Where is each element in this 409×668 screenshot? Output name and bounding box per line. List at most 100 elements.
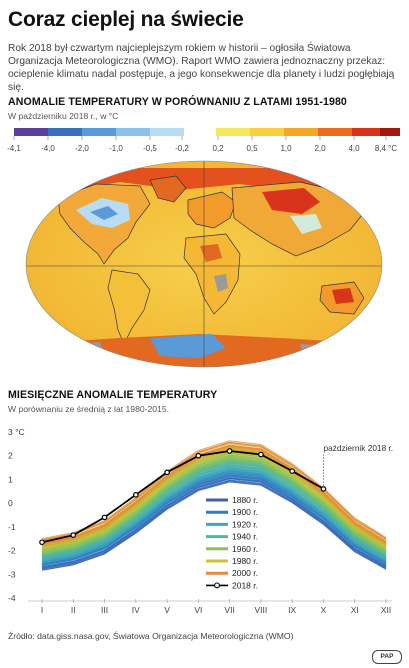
scale-label: -1,0 (109, 144, 123, 153)
annual-line (41, 445, 387, 545)
scale-label: -0,5 (143, 144, 157, 153)
legend-label: 1920 r. (232, 519, 258, 529)
y-tick-label: -2 (8, 546, 16, 556)
map-cold-canada-core (90, 206, 118, 220)
map-hot-australia (332, 288, 354, 304)
map-subtitle: W październiku 2018 r., w °C (8, 111, 119, 121)
scale-label: 4,0 (348, 144, 360, 153)
temperature-color-scale: -4,1 -4,0 -2,0 -1,0 -0,5 -0,2 0,2 0,5 1,0 2,0 4,0 8… (7, 128, 400, 153)
map-heading: ANOMALIE TEMPERATURY W PORÓWNANIU Z LATA… (8, 96, 347, 108)
y-tick-label: -1 (8, 522, 16, 532)
map-hot-africa (200, 244, 222, 262)
y-tick-label: 3 °C (8, 427, 25, 437)
legend-marker (214, 582, 220, 589)
annual-line (41, 479, 387, 570)
series-2018-point (39, 539, 45, 546)
x-tick-label: IX (288, 605, 296, 615)
scale-label: -2,0 (75, 144, 89, 153)
annual-line (41, 467, 387, 561)
annual-line (41, 474, 387, 566)
x-tick-label: XII (381, 605, 391, 615)
x-tick-label: XI (351, 605, 359, 615)
annual-line (41, 461, 387, 557)
page-title: Coraz cieplej na świecie (8, 8, 244, 31)
series-2018-point (258, 451, 264, 458)
scale-label: -4,1 (7, 144, 21, 153)
series-2018-point (101, 514, 108, 521)
series-2018-point (289, 468, 295, 474)
x-tick-label: II (71, 605, 76, 615)
x-tick-label: VI (194, 605, 202, 615)
source-note: Źródło: data.giss.nasa.gov, Światowa Org… (8, 631, 294, 641)
series-2018-line (41, 450, 324, 544)
annual-line (41, 440, 387, 540)
y-tick-label: 2 (8, 451, 13, 461)
map-missing-antarctica-east (300, 344, 360, 362)
map-land-south-america (107, 269, 151, 345)
scale-label: 0,5 (246, 144, 258, 153)
legend-label: 1940 r. (232, 532, 258, 542)
scale-label: 2,0 (314, 144, 326, 153)
scale-swatch-warm (318, 128, 352, 136)
map-outline (25, 160, 383, 368)
annual-line (41, 453, 387, 551)
scale-label: -0,2 (175, 144, 189, 153)
annotation-label: październik 2018 r. (323, 443, 393, 453)
annual-line (41, 451, 387, 550)
series-2018-point (226, 448, 233, 454)
scale-swatch-cold (116, 128, 150, 136)
annual-line (41, 464, 387, 559)
annual-line (41, 473, 387, 566)
scale-swatch-warm (352, 128, 386, 136)
legend-label: 2000 r. (232, 568, 258, 578)
map-land-europe (187, 191, 237, 229)
series-2018-point (195, 452, 202, 459)
annual-line (41, 455, 387, 552)
x-tick-label: VII (224, 605, 234, 615)
legend-label: 1880 r. (232, 495, 258, 505)
map-hot-siberia (262, 188, 320, 214)
annual-lines (41, 440, 387, 571)
legend-label: 1900 r. (232, 507, 258, 517)
scale-label: 0,2 (212, 144, 224, 153)
scale-swatch-cold (14, 128, 48, 136)
x-tick-label: X (321, 605, 327, 615)
lead-paragraph: Rok 2018 był czwartym najcieplejszym rok… (8, 43, 395, 93)
scale-swatch-warm (250, 128, 284, 136)
x-tick-label: V (164, 605, 170, 615)
annual-line (41, 456, 387, 553)
series-2018-point (320, 486, 327, 492)
annual-line (41, 458, 387, 554)
chart-heading: MIESIĘCZNE ANOMALIE TEMPERATURY (8, 389, 218, 401)
scale-swatch-cold (48, 128, 82, 136)
series-2018-point (164, 469, 170, 476)
map-missing-africa (214, 274, 228, 292)
pap-logo: PAP (372, 650, 402, 664)
legend-label: 1980 r. (232, 556, 258, 566)
chart-subtitle: W porównaniu ze średnią z lat 1980-2015. (8, 404, 169, 414)
annual-line (41, 451, 387, 549)
x-tick-label: VIII (255, 605, 268, 615)
annual-line (41, 469, 387, 562)
annual-line (41, 441, 387, 541)
scale-label: 8,4 °C (375, 144, 398, 153)
y-tick-label: 0 (8, 498, 13, 508)
map-cold-asia (290, 214, 322, 234)
world-anomaly-map (25, 160, 383, 368)
annual-line (41, 477, 387, 569)
legend-label: 1960 r. (232, 544, 258, 554)
scale-swatch-warm (284, 128, 318, 136)
scale-swatch-cold (150, 128, 184, 136)
scale-label: 1,0 (280, 144, 292, 153)
scale-swatch-warm (380, 128, 400, 136)
map-cold-antarctica (150, 334, 226, 358)
map-missing-antarctica (40, 342, 106, 362)
y-tick-label: 1 (8, 474, 13, 484)
annual-line (41, 470, 387, 564)
annual-line (41, 460, 387, 556)
annual-line (41, 466, 387, 560)
scale-swatch-warm (216, 128, 250, 136)
annual-line (41, 480, 387, 571)
series-2018-point (133, 492, 139, 498)
